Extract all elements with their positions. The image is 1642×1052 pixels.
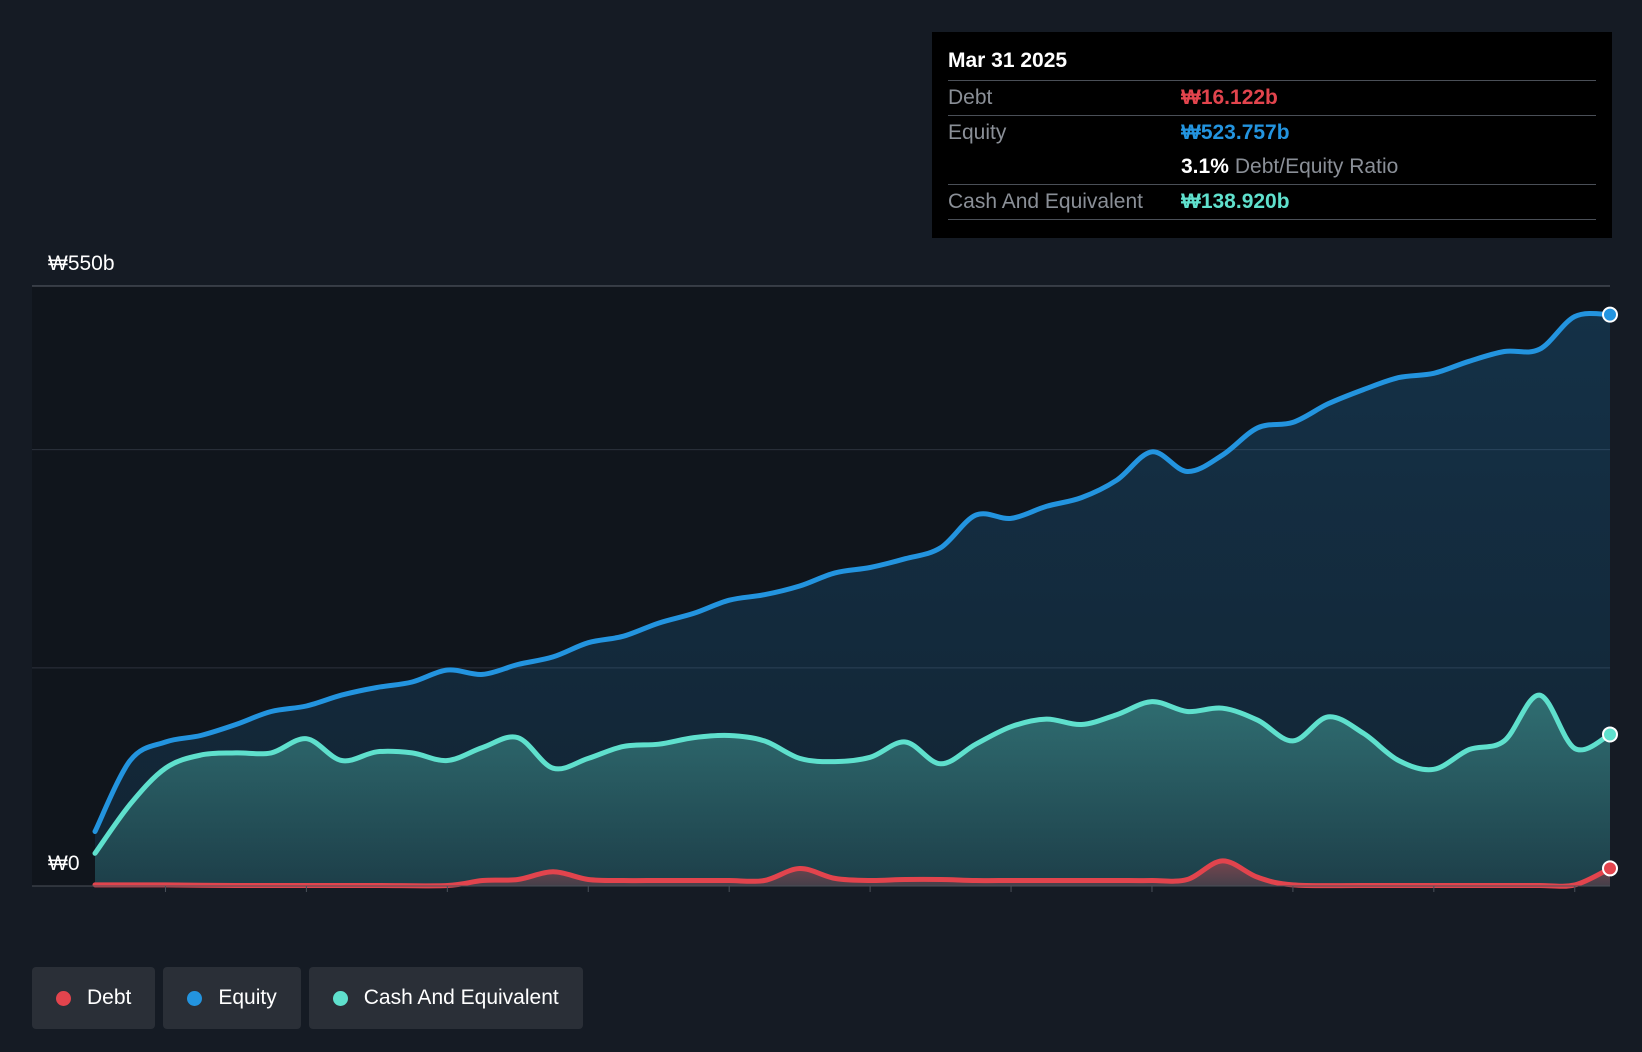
legend-equity-label: Equity — [218, 986, 277, 1009]
debt-area — [95, 860, 1610, 887]
tooltip-row-equity: Equity ₩523.757b — [948, 116, 1596, 150]
x-axis-ticks: 2015201620172018201920202021202220232024… — [164, 886, 1576, 892]
cash-end-marker[interactable] — [1602, 726, 1618, 743]
tooltip-debt-label: Debt — [948, 86, 993, 109]
debt-end-marker[interactable] — [1602, 860, 1618, 877]
equity-line — [92, 310, 1613, 834]
equity-end-marker[interactable] — [1602, 306, 1618, 323]
tooltip-equity-value: ₩523.757b — [1181, 121, 1290, 144]
tooltip-date: Mar 31 2025 — [948, 46, 1596, 81]
tooltip-cash-value: ₩138.920b — [1181, 190, 1290, 213]
equity-dot-icon — [187, 990, 203, 1006]
legend-debt-label: Debt — [87, 986, 132, 1009]
tooltip-ratio: 3.1% Debt/Equity Ratio — [1181, 150, 1398, 184]
tooltip: Mar 31 2025 Debt ₩16.122b Equity ₩523.75… — [932, 32, 1612, 238]
tooltip-row-ratio: 3.1% Debt/Equity Ratio — [948, 150, 1596, 185]
tooltip-ratio-value: 3.1% — [1181, 155, 1229, 178]
tooltip-cash-label: Cash And Equivalent — [948, 190, 1143, 213]
tooltip-debt-value: ₩16.122b — [1181, 86, 1278, 109]
legend-item-debt[interactable]: Debt — [32, 967, 156, 1029]
legend-item-cash[interactable]: Cash And Equivalent — [308, 967, 583, 1029]
legend-item-equity[interactable]: Equity — [163, 967, 301, 1029]
tooltip-ratio-spacer — [948, 150, 1181, 184]
tooltip-row-debt: Debt ₩16.122b — [948, 81, 1596, 116]
y-axis-bottom-label: ₩0 — [48, 852, 80, 875]
debt-dot-icon — [56, 990, 71, 1006]
tooltip-ratio-label: Debt/Equity Ratio — [1234, 155, 1399, 178]
tooltip-equity-label: Equity — [948, 121, 1007, 144]
cash-dot-icon — [332, 990, 348, 1006]
cash-area — [95, 695, 1610, 886]
legend-cash-label: Cash And Equivalent — [363, 986, 559, 1009]
cash-line — [92, 692, 1613, 856]
tooltip-row-cash: Cash And Equivalent ₩138.920b — [948, 185, 1596, 220]
legend: Debt Equity Cash And Equivalent — [32, 967, 583, 1029]
y-axis-top-label: ₩550b — [48, 252, 115, 275]
chart-area: 2015201620172018201920202021202220232024… — [32, 252, 1618, 892]
